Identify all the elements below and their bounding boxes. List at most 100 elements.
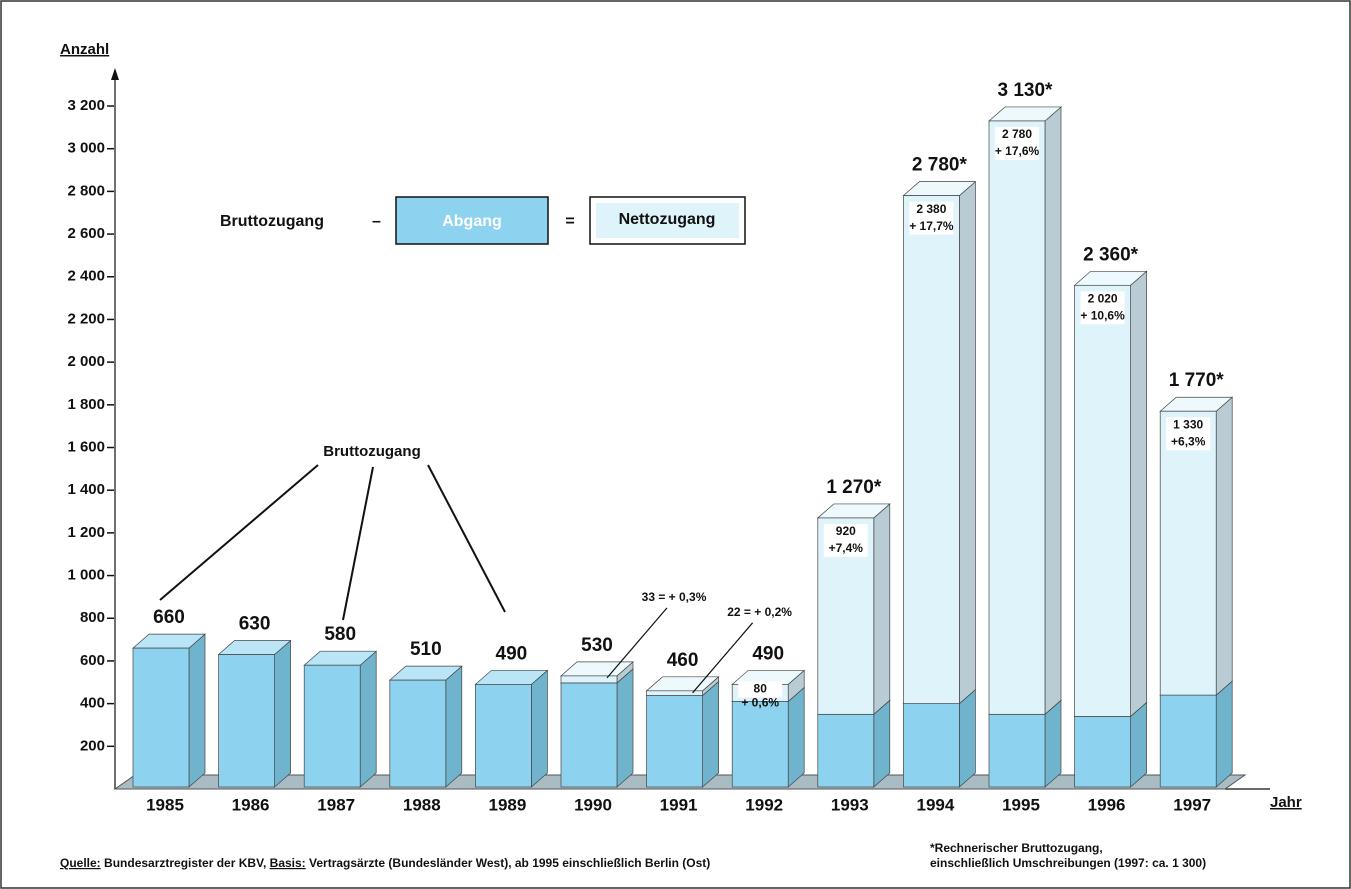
y-tick-label: 1 400 — [67, 481, 105, 498]
bar-abgang — [1074, 716, 1131, 788]
bar-side — [274, 639, 291, 788]
basis-text: Vertragsärzte (Bundesländer West), ab 19… — [309, 856, 710, 870]
source-key: Quelle: — [60, 856, 101, 870]
bar — [475, 684, 532, 788]
leader-line — [692, 622, 754, 694]
netto-label: 33 = + 0,3% — [642, 590, 707, 604]
bar-abgang-side — [1044, 699, 1062, 788]
legend-equals: = — [565, 213, 574, 230]
bar-netto-side — [959, 180, 976, 705]
x-tick-label: 1988 — [403, 795, 441, 814]
bar-side — [445, 665, 463, 788]
x-axis-title: Jahr — [1270, 794, 1302, 811]
bar-netto — [1159, 410, 1217, 696]
total-label: 510 — [410, 639, 442, 660]
y-tick-label: 1 600 — [67, 438, 105, 455]
y-tick-label: 800 — [80, 609, 105, 626]
x-tick-label: 1994 — [916, 795, 954, 814]
total-label: 580 — [324, 624, 356, 645]
x-tick-label: 1986 — [232, 795, 270, 814]
y-tick-label: 2 600 — [67, 225, 105, 242]
leader-line — [606, 607, 668, 679]
total-label: 3 130* — [998, 80, 1054, 101]
label-bg — [995, 126, 1039, 160]
netto-change-label: + 17,7% — [909, 219, 954, 233]
footnote-note: einschließlich Umschreibungen (1997: ca.… — [930, 856, 1206, 870]
x-tick-label: 1989 — [488, 795, 526, 814]
netto-label: 2 020 — [1088, 291, 1118, 305]
bar-abgang — [560, 682, 618, 788]
bar-abgang-side — [702, 680, 719, 788]
total-label: 530 — [581, 635, 613, 656]
footnote-source: Quelle: Bundesarztregister der KBV, Basi… — [60, 856, 710, 870]
y-tick-label: 400 — [80, 695, 105, 712]
netto-label: 2 780 — [1002, 127, 1032, 141]
x-tick-label: 1995 — [1002, 795, 1040, 814]
legend-nettozugang: Nettozugang — [619, 211, 716, 228]
source-text: Bundesarztregister der KBV, — [104, 856, 266, 870]
y-tick-label: 600 — [80, 652, 105, 669]
y-tick-label: 3 200 — [67, 97, 105, 114]
total-label: 630 — [239, 614, 271, 635]
bar-abgang-side — [1130, 701, 1147, 788]
basis-key: Basis: — [270, 856, 306, 870]
legend-abgang: Abgang — [442, 213, 502, 230]
y-axis-arrow — [111, 68, 119, 80]
netto-label: 80 — [754, 682, 768, 696]
bar-netto — [646, 690, 703, 696]
bar-abgang-side — [1215, 680, 1233, 788]
bar-abgang — [817, 713, 875, 788]
netto-label: 1 330 — [1173, 417, 1203, 431]
y-axis-title: Anzahl — [60, 41, 109, 58]
bar-abgang — [903, 703, 960, 788]
bar-abgang — [646, 695, 703, 788]
y-tick-label: 2 000 — [67, 353, 105, 370]
total-label: 2 780* — [912, 155, 968, 176]
legend-netto-swatch — [596, 203, 739, 238]
total-label: 490 — [752, 643, 784, 664]
annotation-line — [342, 466, 374, 621]
total-label: 1 770* — [1169, 370, 1225, 391]
bar-netto — [1074, 284, 1131, 717]
label-bg — [1166, 417, 1211, 451]
total-label: 2 360* — [1083, 244, 1139, 265]
bar-abgang — [988, 713, 1046, 788]
netto-change-label: +7,4% — [829, 541, 864, 555]
netto-label: 2 380 — [916, 202, 946, 216]
bar-side — [188, 633, 206, 788]
y-tick-label: 2 200 — [67, 310, 105, 327]
label-bg — [738, 681, 783, 698]
x-tick-label: 1992 — [745, 795, 783, 814]
netto-change-label: + 0,6% — [741, 696, 779, 710]
legend-abgang-box — [395, 196, 549, 245]
bar-netto — [988, 120, 1046, 715]
x-tick-label: 1997 — [1173, 795, 1211, 814]
netto-label: 22 = + 0,2% — [727, 605, 792, 619]
legend: Bruttozugang – Abgang = Nettozugang — [220, 196, 746, 245]
bar-netto-side — [1044, 106, 1062, 716]
x-tick-label: 1991 — [660, 795, 698, 814]
total-label: 460 — [667, 650, 699, 671]
bar — [218, 654, 275, 788]
bar-abgang-side — [873, 699, 891, 788]
y-tick-label: 200 — [80, 737, 105, 754]
footnote-note: *Rechnerischer Bruttozugang, — [930, 841, 1103, 855]
bar-abgang — [1159, 694, 1217, 788]
bar-netto — [903, 195, 960, 704]
x-tick-label: 1990 — [574, 795, 612, 814]
label-bg — [823, 523, 868, 557]
label-bg — [1080, 291, 1125, 325]
bar-abgang — [731, 701, 789, 788]
bar-side — [531, 669, 548, 788]
bar-abgang-side — [959, 688, 976, 788]
netto-change-label: + 10,6% — [1080, 308, 1125, 322]
bar-netto-side — [1130, 270, 1147, 718]
bar-netto — [560, 675, 618, 684]
x-tick-label: 1985 — [146, 795, 184, 814]
bar — [132, 647, 190, 788]
total-label: 660 — [153, 607, 185, 628]
bar-abgang-side — [787, 686, 805, 788]
bar-side — [359, 650, 377, 788]
x-tick-label: 1987 — [317, 795, 355, 814]
